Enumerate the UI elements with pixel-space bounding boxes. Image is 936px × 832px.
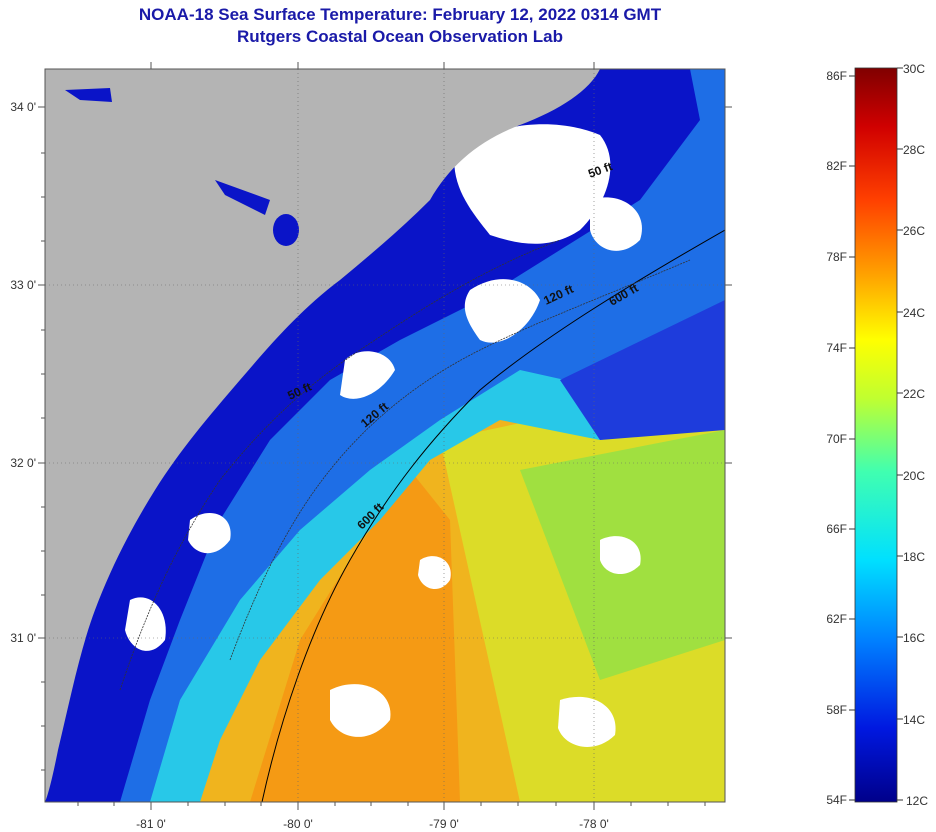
colorbar-f-label: 62F — [826, 612, 847, 626]
gulf-stream-core — [250, 470, 460, 802]
colorbar-f-label: 78F — [826, 250, 847, 264]
colorbar-f-label: 66F — [826, 522, 847, 536]
lon-ticks — [77, 62, 706, 810]
lat-label: 32 0' — [10, 456, 36, 470]
colorbar-c-label: 18C — [903, 550, 925, 564]
lon-label: -81 0' — [136, 817, 166, 831]
cloud-patch — [330, 684, 391, 737]
colorbar-c-label: 22C — [903, 387, 925, 401]
cloud-patch — [418, 556, 451, 590]
colorbar-f-label: 82F — [826, 159, 847, 173]
lon-label: -79 0' — [429, 817, 459, 831]
colorbar — [854, 67, 898, 803]
colorbar-f-label: 58F — [826, 703, 847, 717]
lon-label: -80 0' — [283, 817, 313, 831]
map-title: NOAA-18 Sea Surface Temperature: Februar… — [138, 5, 662, 24]
lat-ticks — [38, 106, 732, 771]
map-frame — [44, 68, 726, 803]
contour-50ft — [119, 239, 561, 691]
colorbar-f-label: 74F — [826, 341, 847, 355]
inland-lake — [65, 88, 112, 102]
lon-label: -78 0' — [579, 817, 609, 831]
colorbar-c-label: 26C — [903, 224, 925, 238]
colorbar-f-label: 70F — [826, 432, 847, 446]
colorbar-c-label: 30C — [903, 62, 925, 76]
colorbar-c-label: 12C — [906, 794, 928, 808]
lat-label: 34 0' — [10, 100, 36, 114]
sst-imagery — [45, 69, 725, 802]
lat-label: 31 0' — [10, 631, 36, 645]
colorbar-f-label: 54F — [826, 793, 847, 807]
land-mass — [45, 69, 600, 802]
colorbar-c-label: 20C — [903, 469, 925, 483]
cloud-patch — [125, 597, 166, 651]
cloud-patch — [454, 124, 611, 244]
cloud-patch — [600, 536, 641, 575]
contour-120ft — [229, 259, 691, 661]
colorbar-f-label: 86F — [826, 69, 847, 83]
colorbar-c-label: 24C — [903, 306, 925, 320]
colorbar-c-label: 28C — [903, 143, 925, 157]
offshore-cold-patch — [560, 300, 725, 440]
colorbar-c-label: 14C — [903, 713, 925, 727]
cloud-patch — [188, 512, 231, 554]
map-subtitle: Rutgers Coastal Ocean Observation Lab — [237, 27, 563, 46]
inland-lake — [273, 214, 299, 246]
graticule — [45, 69, 725, 802]
colorbar-ticks — [849, 67, 903, 801]
colorbar-c-label: 16C — [903, 631, 925, 645]
cloud-patch — [590, 197, 642, 251]
lat-label: 33 0' — [10, 278, 36, 292]
cloud-patch — [340, 351, 395, 399]
cloud-patch — [558, 696, 616, 747]
contour-600ft — [261, 229, 725, 802]
cloud-patch — [464, 279, 540, 343]
inland-river — [215, 180, 270, 215]
